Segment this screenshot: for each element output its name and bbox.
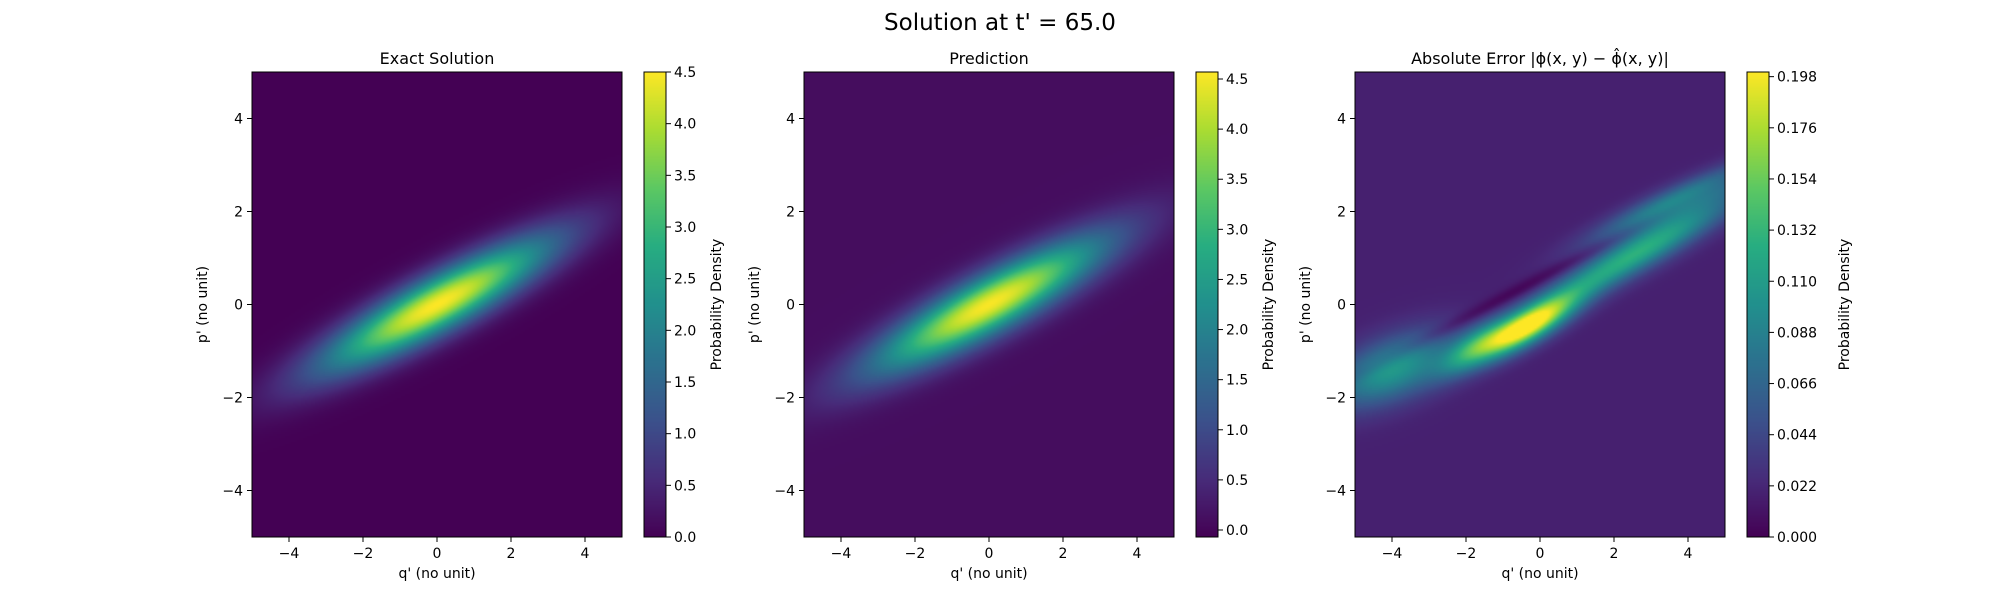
x-tick-label: −4: [1382, 546, 1403, 562]
colorbar-tick-label: 3.5: [1226, 172, 1248, 188]
y-tick-label: −2: [222, 391, 243, 407]
y-tick-label: 0: [234, 298, 243, 314]
colorbar-frame: [643, 71, 667, 538]
panel-title: Exact Solution: [380, 49, 495, 68]
colorbar-gradient: [1747, 72, 1769, 537]
y-tick-label: −4: [1325, 484, 1346, 500]
y-tick-label: 0: [1337, 298, 1346, 314]
colorbar-tick-label: 2.0: [1226, 323, 1248, 339]
y-tick-label: 2: [1337, 205, 1346, 221]
chart-panel-3: Absolute Error |ϕ(x, y) − ϕ̂(x, y)| −4 −2 0…: [1298, 48, 1853, 582]
colorbar-tick-label: 0.066: [1777, 377, 1817, 393]
colorbar-tick-label: 0.0: [674, 530, 696, 546]
y-axis-label: p' (no unit): [195, 266, 211, 343]
x-tick-label: 4: [1133, 546, 1142, 562]
colorbar-tick-label: 0.022: [1777, 479, 1817, 495]
colorbar-tick-label: 0.198: [1777, 70, 1817, 86]
y-tick-label: 4: [234, 112, 243, 128]
y-axis-label: p' (no unit): [1298, 266, 1314, 343]
colorbar-label: Probability Density: [1837, 239, 1853, 371]
colorbar-tick-label: 1.0: [1226, 423, 1248, 439]
x-tick-label: 4: [1684, 546, 1693, 562]
panel-title: Prediction: [949, 49, 1028, 68]
colorbar-tick-label: 0.088: [1777, 325, 1817, 341]
colorbar-label: Probability Density: [709, 239, 725, 371]
x-tick-label: 2: [1059, 546, 1068, 562]
colorbar-tick-label: 0.154: [1777, 172, 1817, 188]
colorbar-tick-label: 0.5: [674, 478, 696, 494]
colorbar-tick-label: 3.5: [674, 168, 696, 184]
y-axis-label: p' (no unit): [747, 266, 763, 343]
figure-title: Solution at t' = 65.0: [884, 10, 1116, 36]
colorbar-tick-label: 4.5: [674, 65, 696, 81]
colorbar-tick-label: 3.0: [1226, 222, 1248, 238]
colorbar-tick-label: 4.5: [1226, 72, 1248, 88]
panels: Exact Solution −4 −2 0 2 4 −4 −2 0 2 4 q' (no unit)…: [195, 48, 1853, 582]
heatmap-image: [804, 72, 1174, 537]
y-tick-label: 2: [234, 205, 243, 221]
colorbar-tick-label: 0.132: [1777, 223, 1817, 239]
y-tick-label: 4: [1337, 112, 1346, 128]
colorbar-label: Probability Density: [1261, 239, 1277, 371]
colorbar-tick-label: 2.0: [674, 323, 696, 339]
x-tick-label: −2: [905, 546, 926, 562]
colorbar-frame: [1195, 71, 1219, 538]
panel-title: Absolute Error |ϕ(x, y) − ϕ̂(x, y)|: [1411, 48, 1669, 68]
colorbar-tick-label: 0.000: [1777, 530, 1817, 546]
x-tick-label: 4: [581, 546, 590, 562]
x-tick-label: −2: [353, 546, 374, 562]
heatmap-image: [252, 72, 622, 537]
x-tick-label: −2: [1456, 546, 1477, 562]
y-tick-label: 0: [786, 298, 795, 314]
x-tick-label: 0: [985, 546, 994, 562]
colorbar-tick-label: 2.5: [1226, 272, 1248, 288]
colorbar-gradient: [644, 72, 666, 537]
colorbar-tick-label: 0.110: [1777, 274, 1817, 290]
chart-panel-2: Prediction −4 −2 0 2 4 −4 −2 0 2 4 q' (no unit) p' (…: [747, 49, 1277, 582]
colorbar-tick-label: 3.0: [674, 220, 696, 236]
y-tick-label: −4: [774, 484, 795, 500]
x-axis-label: q' (no unit): [1501, 566, 1578, 582]
y-tick-label: 4: [786, 112, 795, 128]
colorbar-tick-label: 0.044: [1777, 428, 1817, 444]
x-axis-label: q' (no unit): [398, 566, 475, 582]
colorbar-tick-label: 2.5: [674, 272, 696, 288]
y-tick-label: −2: [774, 391, 795, 407]
colorbar-tick-label: 1.5: [1226, 373, 1248, 389]
x-tick-label: 2: [1610, 546, 1619, 562]
x-tick-label: 0: [1536, 546, 1545, 562]
colorbar: 0.0 0.5 1.0 1.5 2.0 2.5 3.0 3.5 4.0 4.5 Probabilit…: [643, 65, 725, 546]
colorbar-gradient: [1196, 72, 1218, 537]
x-axis-label: q' (no unit): [950, 566, 1027, 582]
x-tick-label: 0: [433, 546, 442, 562]
y-tick-label: 2: [786, 205, 795, 221]
colorbar-tick-label: 0.176: [1777, 121, 1817, 137]
colorbar-tick-label: 4.0: [674, 117, 696, 133]
colorbar-tick-label: 0.5: [1226, 473, 1248, 489]
colorbar-tick-label: 1.0: [674, 427, 696, 443]
colorbar-tick-label: 4.0: [1226, 122, 1248, 138]
heatmap-image: [1355, 72, 1725, 537]
y-tick-label: −2: [1325, 391, 1346, 407]
x-tick-label: −4: [279, 546, 300, 562]
colorbar: 0.000 0.022 0.044 0.066 0.088 0.110 0.132 0.154…: [1746, 70, 1853, 546]
x-tick-label: 2: [507, 546, 516, 562]
colorbar-frame: [1746, 71, 1770, 538]
colorbar-tick-label: 1.5: [674, 375, 696, 391]
y-tick-label: −4: [222, 484, 243, 500]
colorbar: 0.0 0.5 1.0 1.5 2.0 2.5 3.0 3.5 4.0 4.5 Probabilit…: [1195, 71, 1277, 539]
x-tick-label: −4: [831, 546, 852, 562]
colorbar-tick-label: 0.0: [1226, 523, 1248, 539]
chart-panel-1: Exact Solution −4 −2 0 2 4 −4 −2 0 2 4 q' (no unit)…: [195, 49, 725, 582]
